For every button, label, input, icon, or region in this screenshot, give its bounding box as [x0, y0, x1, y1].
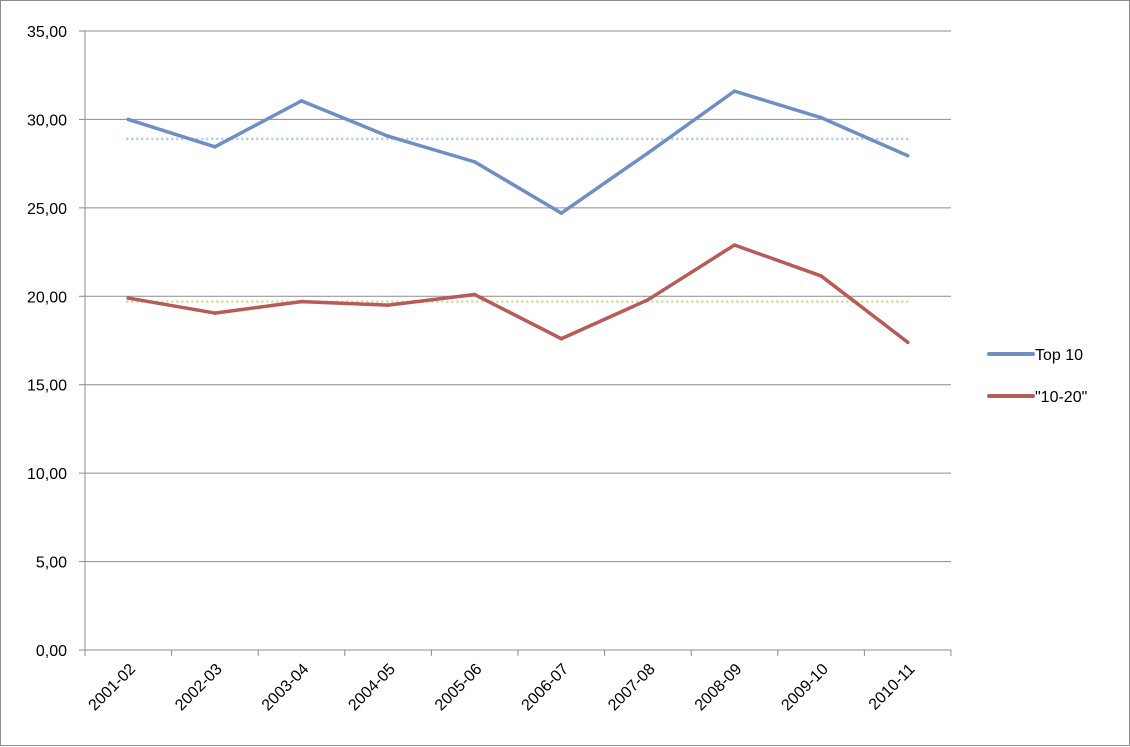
data-point	[213, 311, 217, 315]
y-tick-label: 25,00	[27, 201, 67, 218]
x-tick-label: 2005-06	[432, 661, 486, 715]
data-point	[559, 211, 564, 215]
y-tick-label: 15,00	[27, 378, 67, 395]
x-tick-label: 2001-02	[86, 661, 140, 715]
data-point	[732, 89, 737, 93]
y-tick-label: 20,00	[27, 289, 67, 306]
x-tick-label: 2008-09	[692, 661, 746, 715]
data-point	[126, 296, 131, 300]
x-tick-label: 2007-08	[605, 661, 659, 715]
data-point	[819, 274, 823, 278]
x-tick-label: 2010-11	[866, 661, 919, 714]
x-tick-label: 2004-05	[345, 661, 399, 715]
data-point	[299, 99, 304, 103]
y-tick-label: 30,00	[27, 112, 67, 129]
data-point	[386, 134, 390, 139]
data-point	[559, 336, 564, 341]
legend-label: Top 10	[1035, 347, 1083, 364]
x-tick-label: 2003-04	[259, 661, 313, 715]
data-point	[819, 115, 823, 120]
y-tick-label: 0,00	[36, 643, 67, 660]
data-point	[646, 298, 650, 302]
x-tick-label: 2002-03	[172, 661, 226, 715]
data-point	[472, 160, 477, 164]
data-point	[732, 243, 737, 247]
data-point	[126, 117, 131, 122]
data-point	[213, 145, 217, 149]
series-line-2	[126, 243, 910, 345]
legend-label: "10-20"	[1035, 389, 1087, 406]
y-tick-label: 5,00	[36, 555, 67, 572]
data-point	[905, 340, 910, 345]
data-point	[646, 151, 650, 155]
x-tick-label: 2009-10	[778, 661, 832, 715]
data-point	[299, 299, 304, 304]
data-point	[386, 303, 390, 307]
series-line-1	[126, 89, 910, 215]
y-tick-label: 10,00	[27, 466, 67, 483]
data-point	[472, 292, 477, 297]
x-tick-label: 2006-07	[519, 661, 573, 715]
data-point	[905, 153, 910, 158]
y-tick-label: 35,00	[27, 24, 67, 41]
